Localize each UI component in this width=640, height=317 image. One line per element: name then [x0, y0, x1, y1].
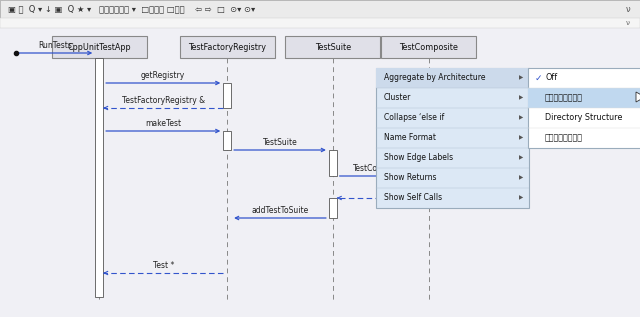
Bar	[52, 36, 147, 58]
Text: Show Self Calls: Show Self Calls	[384, 193, 442, 203]
Text: ✓: ✓	[535, 74, 543, 82]
Polygon shape	[636, 92, 640, 102]
Text: Test *: Test *	[152, 261, 174, 270]
Bar	[329, 198, 337, 218]
Bar	[0, 18, 640, 28]
Text: ▶: ▶	[519, 75, 523, 81]
Text: ▶: ▶	[519, 176, 523, 180]
Bar	[223, 131, 231, 150]
Text: Directory Structure: Directory Structure	[545, 113, 622, 122]
Text: TestSuite: TestSuite	[262, 138, 298, 147]
Text: TestFactoryRegistry &: TestFactoryRegistry &	[122, 96, 205, 105]
Text: CppUnitTestApp: CppUnitTestApp	[67, 42, 131, 51]
Text: TestComposite: TestComposite	[399, 42, 458, 51]
Bar	[223, 83, 231, 108]
Bar	[376, 68, 529, 208]
Text: RunTests: RunTests	[38, 41, 72, 50]
Bar	[95, 58, 103, 297]
Text: ν: ν	[626, 20, 630, 26]
Text: ▣ ⌹  Q ▾ ↓ ▣  Q ★ ▾   エクスポート ▾  □再利用 □同期    ⇦ ⇨  □  ⊙▾ ⊙▾: ▣ ⌹ Q ▾ ↓ ▣ Q ★ ▾ エクスポート ▾ □再利用 □同期 ⇦ ⇨ …	[8, 4, 255, 14]
Text: アーキテクチャ１: アーキテクチャ１	[545, 133, 583, 143]
Bar	[381, 36, 476, 58]
Text: Cluster: Cluster	[384, 94, 412, 102]
Text: TestSuite: TestSuite	[315, 42, 351, 51]
Text: TestComposite: TestComposite	[353, 164, 409, 173]
Bar	[180, 36, 275, 58]
Text: Aggregate by Architecture: Aggregate by Architecture	[384, 74, 486, 82]
Bar	[376, 68, 529, 88]
Bar	[329, 150, 337, 176]
Text: ▶: ▶	[519, 156, 523, 160]
Text: Show Returns: Show Returns	[384, 173, 436, 183]
Bar	[425, 176, 433, 198]
Text: getRegistry: getRegistry	[141, 71, 186, 80]
Text: Name Format: Name Format	[384, 133, 436, 143]
Text: ▶: ▶	[519, 95, 523, 100]
Text: TestFactoryRegistry: TestFactoryRegistry	[188, 42, 266, 51]
Text: addTestToSuite: addTestToSuite	[252, 206, 308, 215]
Text: Collapse ‘else if: Collapse ‘else if	[384, 113, 444, 122]
Text: Show Edge Labels: Show Edge Labels	[384, 153, 453, 163]
Text: ν: ν	[625, 4, 630, 14]
Bar	[285, 36, 380, 58]
Text: makeTest: makeTest	[145, 119, 181, 128]
Bar	[0, 0, 640, 18]
Text: ▶: ▶	[519, 135, 523, 140]
Bar	[528, 68, 640, 148]
Text: アーキテクチャ２: アーキテクチャ２	[545, 94, 583, 102]
Bar	[528, 88, 640, 108]
Text: ▶: ▶	[519, 196, 523, 200]
Text: Off: Off	[545, 74, 557, 82]
Text: ▶: ▶	[519, 115, 523, 120]
